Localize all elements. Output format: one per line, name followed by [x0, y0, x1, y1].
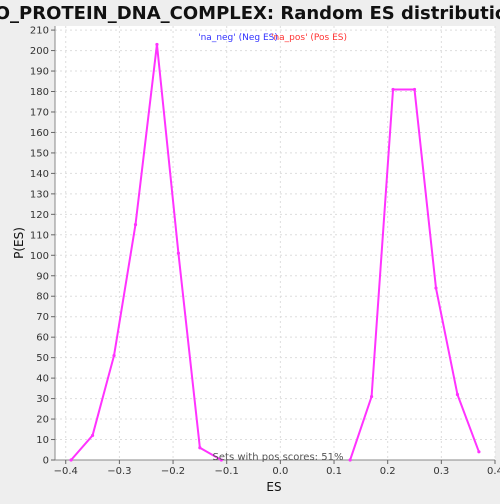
y-tick-label: 160 [30, 128, 49, 139]
x-tick-label: 0.3 [433, 466, 449, 477]
series-line-0 [70, 43, 222, 461]
y-tick-label: 120 [30, 210, 49, 221]
data-point [198, 446, 202, 450]
y-axis-label: P(ES) [12, 227, 26, 259]
y-tick-label: 0 [43, 456, 49, 467]
data-point [90, 433, 95, 438]
data-point [112, 353, 116, 358]
x-axis-label: ES [266, 480, 281, 494]
axis-layer: −0.4 −0.3 −0.2 −0.1 0.0 0.1 0.2 0.3 0.4 0 10 20 30 40… [30, 26, 500, 477]
data-point [155, 42, 159, 47]
x-tick-label: 0.1 [326, 466, 342, 477]
y-tick-label: 80 [36, 292, 49, 303]
y-tick-label: 190 [30, 67, 49, 78]
y-tick-label: 30 [36, 394, 49, 405]
data-point [412, 87, 417, 92]
series-layer [69, 42, 481, 462]
y-tick-label: 200 [30, 46, 49, 57]
pos-scores-annotation: Sets with pos scores: 51% [213, 452, 344, 463]
x-tick-label: −0.2 [161, 466, 185, 477]
data-point [369, 394, 374, 399]
y-tick-label: 150 [30, 148, 49, 159]
y-tick-label: 70 [36, 312, 49, 323]
chart-title: GO_PROTEIN_DNA_COMPLEX: Random ES distri… [0, 3, 500, 24]
x-tick-label: −0.1 [215, 466, 239, 477]
x-tick-label: −0.4 [54, 466, 78, 477]
y-tick-label: 90 [36, 271, 49, 282]
data-point [434, 286, 438, 290]
data-point [219, 458, 223, 462]
plot-area [55, 26, 495, 460]
y-tick-label: 170 [30, 107, 49, 118]
grid-layer [55, 26, 496, 461]
y-tick-label: 110 [30, 230, 49, 241]
data-point [176, 251, 181, 255]
legend-entry-neg: 'na_neg' (Neg ES) [198, 33, 278, 43]
y-tick-label: 10 [36, 435, 49, 446]
y-tick-label: 40 [36, 374, 49, 385]
x-tick-label: 0.4 [487, 466, 500, 477]
y-tick-label: 20 [36, 415, 49, 426]
y-tick-label: 100 [30, 251, 49, 262]
data-point [133, 222, 138, 227]
data-point [477, 450, 481, 454]
x-tick-label: 0.2 [380, 466, 396, 477]
data-point [391, 87, 395, 92]
x-tick-label: 0.0 [272, 466, 288, 477]
y-tick-label: 50 [36, 353, 49, 364]
y-tick-label: 210 [30, 26, 49, 37]
data-point [455, 392, 460, 397]
data-point [69, 458, 73, 462]
y-tick-label: 140 [30, 169, 49, 180]
y-tick-label: 60 [36, 333, 49, 344]
x-tick-label: −0.3 [107, 466, 131, 477]
y-tick-label: 180 [30, 87, 49, 98]
legend-entry-pos: 'na_pos' (Pos ES) [271, 33, 347, 43]
data-point [348, 458, 352, 462]
y-tick-label: 130 [30, 189, 49, 200]
